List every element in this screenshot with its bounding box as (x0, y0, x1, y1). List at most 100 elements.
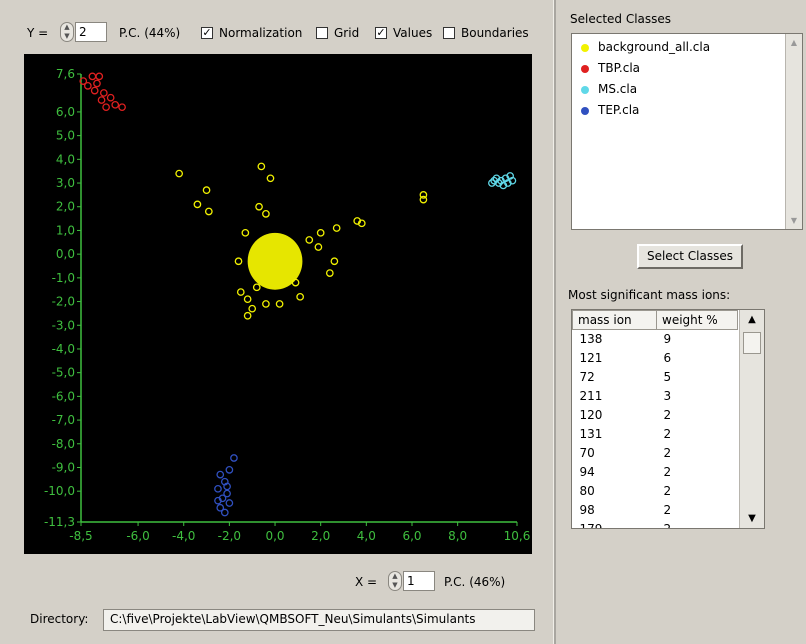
data-point (357, 219, 366, 228)
class-item[interactable]: TBP.cla (572, 58, 784, 79)
data-point (193, 200, 202, 209)
data-point (325, 269, 334, 277)
boundaries-label: Boundaries (461, 26, 529, 40)
mass-ion-cell: 72 (579, 370, 595, 384)
class-item[interactable]: MS.cla (572, 79, 784, 100)
selected-classes-list[interactable]: background_all.cla TBP.cla MS.cla TEP.cla ▲… (571, 33, 803, 230)
weight-cell: 9 (663, 332, 672, 346)
mass-ion-cell: 120 (579, 408, 603, 422)
data-point (79, 77, 88, 85)
class-color-dot-icon (581, 86, 589, 94)
x-tick-label: 6,0 (402, 529, 421, 543)
weight-cell: 5 (663, 370, 672, 384)
data-point (225, 466, 234, 474)
scroll-up-icon[interactable]: ▲ (790, 38, 798, 47)
class-item[interactable]: background_all.cla (572, 37, 784, 58)
table-row[interactable]: 138 9 (573, 330, 738, 350)
mass-ion-cell: 98 (579, 503, 595, 517)
x-pc-percent: P.C. (46%) (444, 575, 506, 589)
y-tick-label: -1,0 (52, 271, 75, 285)
mass-ion-cell: 70 (579, 446, 595, 460)
data-point (305, 236, 314, 244)
values-label: Values (393, 26, 433, 40)
data-point (234, 257, 243, 266)
legend-items: background_all.cla TBP.cla MS.cla TEP.cla (572, 34, 784, 121)
data-point (296, 292, 304, 301)
scroll-up-icon[interactable]: ▲ (748, 314, 756, 325)
data-point (106, 93, 115, 102)
weight-cell: 6 (663, 351, 672, 365)
y-tick-label: -5,0 (52, 366, 75, 380)
directory-label: Directory: (30, 612, 89, 626)
grid-checkbox[interactable] (316, 27, 328, 39)
table-row[interactable]: 98 2 (573, 501, 738, 520)
x-spin-arrows[interactable]: ▲ ▼ (388, 571, 402, 591)
select-classes-button[interactable]: Select Classes (637, 244, 743, 269)
table-row[interactable]: 80 2 (573, 482, 738, 501)
mass-ion-cell: 131 (579, 427, 603, 441)
y-spin-arrows[interactable]: ▲ ▼ (60, 22, 74, 42)
table-row[interactable]: 94 2 (573, 463, 738, 482)
table-row[interactable]: 72 5 (573, 368, 738, 387)
table-row[interactable]: 211 3 (573, 387, 738, 406)
class-color-dot-icon (581, 107, 589, 115)
y-tick-label: -10,0 (44, 484, 75, 498)
table-row[interactable]: 121 6 (573, 349, 738, 368)
x-tick-label: 0,0 (265, 529, 284, 543)
table-row[interactable]: 179 2 (573, 520, 738, 528)
data-point (88, 72, 97, 81)
y-tick-label: -11,3 (44, 515, 75, 529)
scroll-down-icon[interactable]: ▼ (748, 513, 756, 524)
table-row[interactable]: 120 2 (573, 406, 738, 425)
data-point (316, 228, 325, 237)
data-point (252, 283, 261, 292)
y-tick-label: 4,0 (56, 152, 75, 166)
y-tick-label: -9,0 (52, 460, 75, 474)
values-checkbox[interactable]: ✓ (375, 26, 387, 39)
mass-ions-scrollbar[interactable]: ▲ ▼ (739, 310, 764, 528)
data-point (118, 103, 126, 112)
y-tick-label: -7,0 (52, 413, 75, 427)
directory-path-field[interactable]: C:\five\Projekte\LabView\QMBSOFT_Neu\Sim… (103, 609, 535, 631)
pca-scatter-plot[interactable]: 7,6 6,0 5,0 4,0 3,0 2,0 1,0 0,0 -1,0 -2,0 -3,0 -4,0… (24, 54, 532, 554)
data-point (175, 169, 184, 178)
data-point (216, 470, 225, 479)
background-cluster-core (247, 232, 303, 290)
mass-ion-cell: 211 (579, 389, 603, 403)
class-label: background_all.cla (598, 40, 711, 54)
x-tick-label: -8,5 (69, 529, 92, 543)
weight-cell: 2 (663, 427, 672, 441)
data-point (223, 489, 231, 498)
class-color-dot-icon (581, 65, 589, 73)
class-item[interactable]: TEP.cla (572, 100, 784, 121)
data-point (248, 304, 257, 313)
weight-cell: 3 (663, 389, 672, 403)
data-point (266, 174, 275, 183)
y-pc-percent: P.C. (44%) (119, 26, 181, 40)
selected-classes-title: Selected Classes (570, 12, 672, 26)
class-color-dot-icon (581, 44, 589, 52)
table-row[interactable]: 131 2 (573, 425, 738, 444)
x-pc-input[interactable]: 1 (403, 571, 435, 591)
classes-scrollbar[interactable]: ▲ ▼ (785, 34, 802, 229)
mass-ion-header[interactable]: mass ion (572, 310, 657, 330)
boundaries-checkbox[interactable] (443, 27, 455, 39)
mass-ions-table-box[interactable]: mass ion weight % 138 9 121 6 72 5 211 3 120 2 131… (571, 309, 765, 529)
weight-cell: 2 (663, 484, 672, 498)
table-row[interactable]: 70 2 (573, 444, 738, 463)
scroll-down-icon[interactable]: ▼ (790, 216, 798, 225)
normalization-checkbox[interactable]: ✓ (201, 26, 213, 39)
data-point (419, 195, 428, 204)
data-point (262, 210, 270, 218)
data-point (214, 496, 222, 505)
scroll-thumb[interactable] (743, 332, 761, 354)
y-tick-label: -2,0 (52, 295, 75, 309)
weight-cell: 2 (663, 503, 672, 517)
y-pc-input[interactable]: 2 (75, 22, 107, 42)
pca-scatter-svg: 7,6 6,0 5,0 4,0 3,0 2,0 1,0 0,0 -1,0 -2,0 -3,0 -4,0… (44, 67, 530, 543)
mass-ion-cell: 80 (579, 484, 595, 498)
x-tick-label: -2,0 (218, 529, 241, 543)
class-label: TBP.cla (598, 61, 641, 75)
weight-header[interactable]: weight % (656, 310, 738, 330)
data-point (99, 89, 108, 97)
